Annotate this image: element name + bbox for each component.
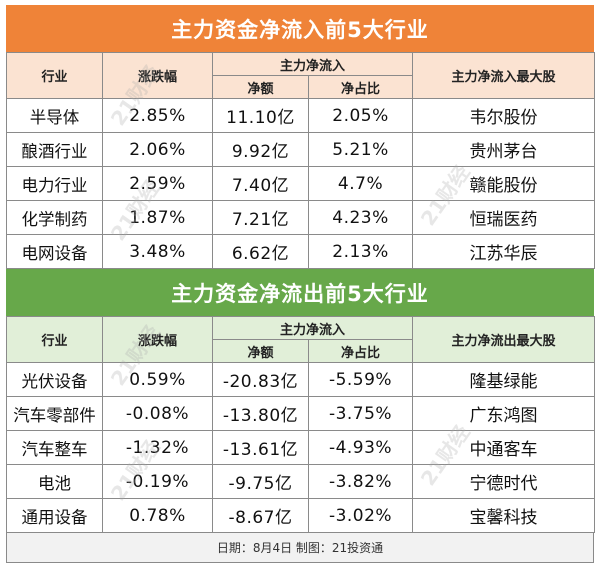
header-net-amount: 净额 [212,75,309,99]
inflow-section: 主力资金净流入前5大行业 行业 涨跌幅 主力净流入 主力净流入最大股 净额 净占… [6,5,596,269]
cell-change: 3.48% [102,234,213,269]
cell-change: 1.87% [102,200,213,235]
cell-stock: 宁德时代 [412,464,596,499]
header-net-ratio: 净占比 [307,75,414,99]
cell-stock: 江苏华辰 [412,234,596,269]
header-net-group: 主力净流入 [211,316,414,340]
cell-change: 0.78% [102,498,213,533]
cell-industry: 电池 [6,464,103,499]
cell-change: 2.06% [102,132,213,167]
cell-stock: 恒瑞医药 [412,200,596,235]
cell-amount: -8.67亿 [212,498,309,533]
cell-industry: 汽车零部件 [6,396,103,431]
cell-amount: 9.92亿 [212,132,309,167]
cell-industry: 半导体 [6,98,103,133]
table-row: 电池 -0.19% -9.75亿 -3.82% 宁德时代 [6,464,596,499]
header-industry: 行业 [6,52,103,99]
table-row: 化学制药 1.87% 7.21亿 4.23% 恒瑞医药 [6,200,596,235]
cell-change: -1.32% [102,430,213,465]
cell-industry: 通用设备 [6,498,103,533]
cell-amount: 7.40亿 [212,166,309,201]
cell-ratio: -3.82% [307,464,414,499]
cell-amount: 6.62亿 [212,234,309,269]
cell-amount: 11.10亿 [212,98,309,133]
cell-industry: 电力行业 [6,166,103,201]
cell-change: 0.59% [102,362,213,397]
cell-industry: 酿酒行业 [6,132,103,167]
header-net-amount: 净额 [212,339,309,363]
cell-industry: 电网设备 [6,234,103,269]
header-top-stock: 主力净流入最大股 [412,52,596,99]
header-change: 涨跌幅 [102,316,213,363]
cell-change: 2.85% [102,98,213,133]
header-net-ratio: 净占比 [307,339,414,363]
table-row: 酿酒行业 2.06% 9.92亿 5.21% 贵州茅台 [6,132,596,167]
cell-stock: 韦尔股份 [412,98,596,133]
header-industry: 行业 [6,316,103,363]
cell-stock: 贵州茅台 [412,132,596,167]
table-row: 半导体 2.85% 11.10亿 2.05% 韦尔股份 [6,98,596,133]
footer-credit: 日期：8月4日 制图：21投资通 [6,533,594,563]
cell-amount: -20.83亿 [212,362,309,397]
cell-stock: 广东鸿图 [412,396,596,431]
outflow-table: 行业 涨跌幅 主力净流入 主力净流出最大股 净额 净占比 光伏设备 0.59% … [6,316,596,533]
inflow-table: 行业 涨跌幅 主力净流入 主力净流入最大股 净额 净占比 半导体 2.85% 1… [6,52,596,269]
cell-stock: 赣能股份 [412,166,596,201]
cell-ratio: -5.59% [307,362,414,397]
table-row: 通用设备 0.78% -8.67亿 -3.02% 宝馨科技 [6,498,596,533]
cell-ratio: -3.02% [307,498,414,533]
table-row: 汽车整车 -1.32% -13.61亿 -4.93% 中通客车 [6,430,596,465]
cell-industry: 化学制药 [6,200,103,235]
header-change: 涨跌幅 [102,52,213,99]
cell-industry: 光伏设备 [6,362,103,397]
table-row: 光伏设备 0.59% -20.83亿 -5.59% 隆基绿能 [6,362,596,397]
cell-amount: -9.75亿 [212,464,309,499]
header-top-stock: 主力净流出最大股 [412,316,596,363]
cell-amount: -13.61亿 [212,430,309,465]
cell-ratio: 2.13% [307,234,414,269]
cell-industry: 汽车整车 [6,430,103,465]
cell-amount: -13.80亿 [212,396,309,431]
cell-stock: 隆基绿能 [412,362,596,397]
cell-ratio: 2.05% [307,98,414,133]
cell-change: -0.08% [102,396,213,431]
cell-ratio: -3.75% [307,396,414,431]
table-row: 电力行业 2.59% 7.40亿 4.7% 赣能股份 [6,166,596,201]
outflow-section: 主力资金净流出前5大行业 行业 涨跌幅 主力净流入 主力净流出最大股 净额 净占… [6,269,596,563]
table-row: 汽车零部件 -0.08% -13.80亿 -3.75% 广东鸿图 [6,396,596,431]
table-row: 电网设备 3.48% 6.62亿 2.13% 江苏华辰 [6,234,596,269]
cell-ratio: 5.21% [307,132,414,167]
cell-ratio: -4.93% [307,430,414,465]
cell-change: 2.59% [102,166,213,201]
cell-ratio: 4.7% [307,166,414,201]
cell-amount: 7.21亿 [212,200,309,235]
outflow-title: 主力资金净流出前5大行业 [6,269,594,316]
inflow-title: 主力资金净流入前5大行业 [6,5,594,52]
cell-change: -0.19% [102,464,213,499]
header-net-group: 主力净流入 [211,52,414,76]
cell-ratio: 4.23% [307,200,414,235]
cell-stock: 宝馨科技 [412,498,596,533]
cell-stock: 中通客车 [412,430,596,465]
